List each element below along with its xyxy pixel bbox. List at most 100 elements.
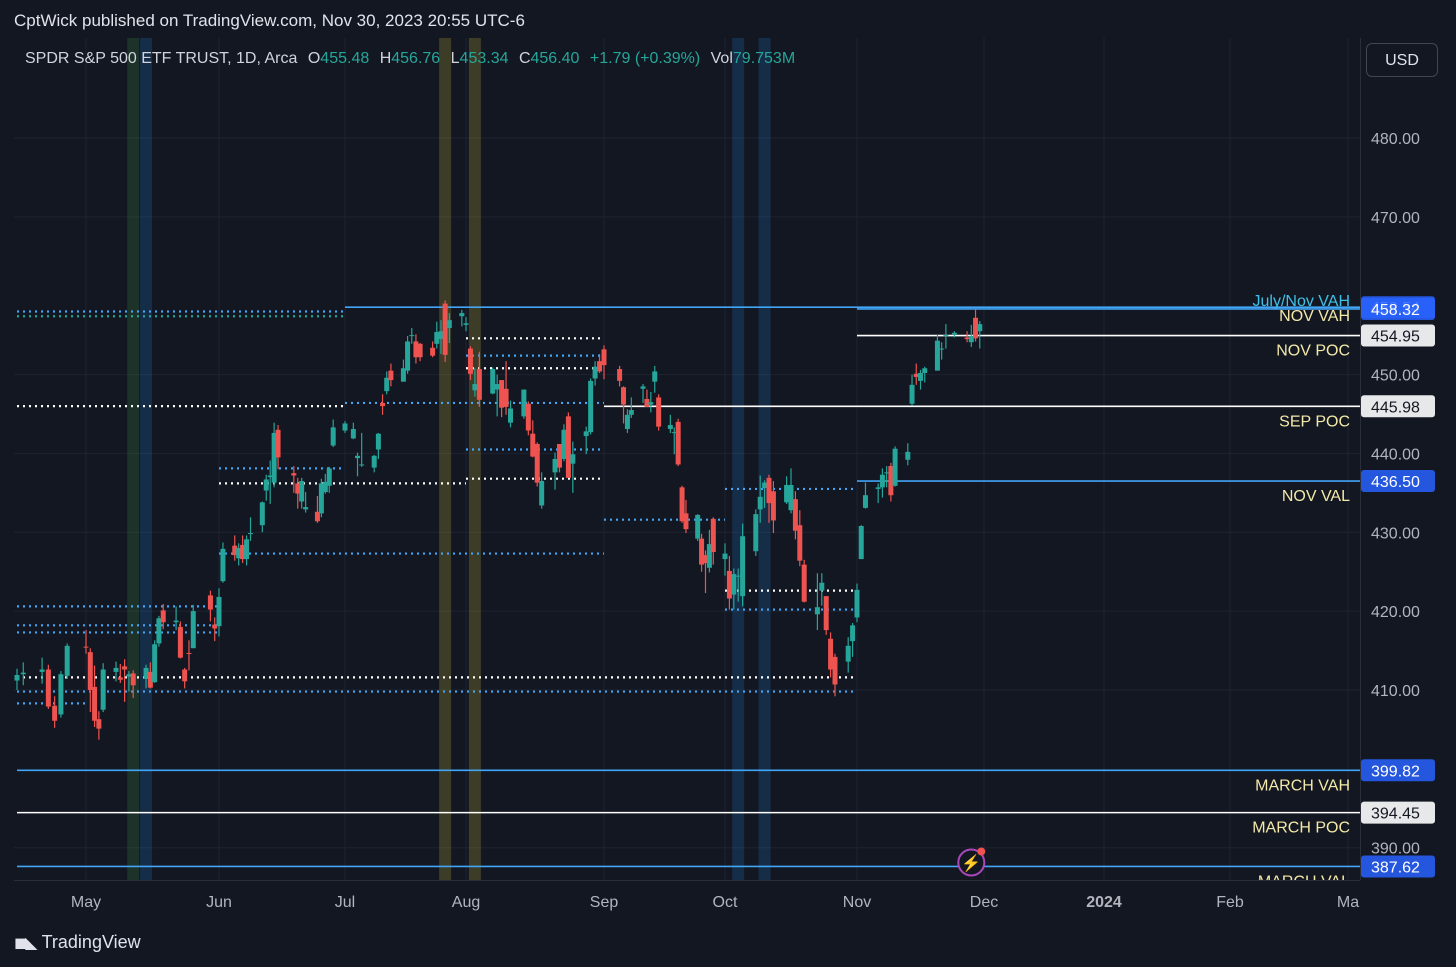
candle-body bbox=[295, 483, 301, 494]
price-tick-label: 480.00 bbox=[1371, 131, 1420, 148]
price-tick-label: 390.00 bbox=[1371, 841, 1420, 858]
candle-body bbox=[490, 369, 496, 394]
candle-body bbox=[521, 389, 527, 417]
candle-body bbox=[126, 674, 132, 677]
candle-body bbox=[212, 624, 218, 629]
candle-body bbox=[814, 607, 820, 615]
candle-body bbox=[232, 545, 238, 556]
time-tick-label: Nov bbox=[843, 894, 871, 911]
candle-body bbox=[879, 474, 885, 488]
price-tag-label: 399.82 bbox=[1371, 763, 1420, 780]
level-label: NOV VAL bbox=[1282, 488, 1350, 505]
candle-body bbox=[92, 686, 98, 721]
price-tag-label: 387.62 bbox=[1371, 859, 1420, 876]
candle-body bbox=[823, 596, 829, 631]
candle-body bbox=[875, 487, 881, 489]
candle-body bbox=[695, 514, 701, 539]
symbol-legend: SPDR S&P 500 ETF TRUST, 1D, Arca O455.48… bbox=[25, 50, 801, 68]
time-axis[interactable]: May Jun Jul Aug Sep Oct Nov Dec 2024 Feb Ma bbox=[14, 880, 1360, 919]
candle-body bbox=[884, 472, 890, 474]
candle-body bbox=[667, 425, 673, 429]
candle-body bbox=[922, 368, 928, 373]
high-value: 456.76 bbox=[391, 50, 441, 67]
candle-body bbox=[303, 507, 309, 510]
price-tick-label: 430.00 bbox=[1371, 525, 1420, 542]
candle-body bbox=[380, 402, 386, 407]
chart-plot-area[interactable]: July/Nov VAH NOV VAH NOV POC SEP POC NOV VAL… bbox=[14, 38, 1360, 880]
price-tag-label: 445.98 bbox=[1371, 399, 1420, 416]
highlight-band bbox=[758, 38, 771, 880]
candle-body bbox=[722, 553, 728, 560]
price-tag-label: 458.32 bbox=[1371, 302, 1420, 319]
tradingview-footer[interactable]: ◼◣ TradingView bbox=[14, 932, 141, 953]
candle-body bbox=[400, 368, 406, 382]
candle-body bbox=[291, 473, 297, 476]
candle-body bbox=[173, 620, 179, 623]
candle-body bbox=[570, 454, 576, 464]
candle-body bbox=[556, 443, 562, 468]
candle-body bbox=[405, 341, 411, 371]
candle-body bbox=[968, 335, 974, 343]
candle-body bbox=[909, 384, 915, 404]
time-tick-label: Dec bbox=[970, 894, 998, 911]
candle-body bbox=[83, 646, 89, 648]
currency-button[interactable]: USD bbox=[1366, 43, 1438, 77]
candle-body bbox=[939, 348, 945, 350]
candle-body bbox=[240, 544, 246, 560]
time-tick-label: Aug bbox=[452, 894, 480, 911]
candle-body bbox=[371, 455, 377, 468]
open-value: 455.48 bbox=[320, 50, 370, 67]
tradingview-logo-icon: ◼◣ bbox=[14, 933, 38, 952]
tradingview-brand: TradingView bbox=[41, 932, 141, 952]
time-tick-label: May bbox=[71, 894, 101, 911]
candle-body bbox=[943, 335, 949, 337]
time-tick-label: Jun bbox=[206, 894, 232, 911]
candle-body bbox=[442, 303, 448, 355]
close-value: 456.40 bbox=[530, 50, 580, 67]
candle-body bbox=[801, 564, 807, 602]
candle-body bbox=[597, 361, 603, 372]
candle-body bbox=[792, 499, 798, 531]
candle-body bbox=[375, 433, 381, 450]
price-tag bbox=[1361, 801, 1435, 824]
candle-body bbox=[503, 388, 509, 407]
candle-body bbox=[39, 669, 45, 672]
lightning-glyph-icon: ⚡ bbox=[961, 853, 981, 872]
candle-body bbox=[384, 377, 390, 392]
price-axis[interactable]: 480.00 470.00 450.00 440.00 430.00 420.00 410.… bbox=[1360, 38, 1456, 880]
candle-body bbox=[951, 332, 957, 335]
candle-body bbox=[977, 324, 983, 332]
candle-body bbox=[100, 669, 106, 710]
candle-body bbox=[14, 675, 20, 681]
candle-body bbox=[624, 414, 630, 429]
candle-body bbox=[186, 652, 192, 654]
time-axis-svg: May Jun Jul Aug Sep Oct Nov Dec 2024 Feb Ma bbox=[71, 894, 1359, 911]
candle-body bbox=[934, 340, 940, 371]
highlight-band bbox=[140, 38, 153, 880]
candle-body bbox=[417, 343, 423, 358]
candle-body bbox=[446, 320, 452, 329]
time-tick-label: Oct bbox=[713, 894, 738, 911]
candle-body bbox=[858, 525, 864, 560]
event-notification-dot bbox=[977, 847, 986, 856]
level-label: NOV VAH bbox=[1279, 308, 1350, 325]
candle-body bbox=[499, 380, 505, 408]
candle-body bbox=[845, 645, 851, 662]
candle-body bbox=[156, 618, 162, 644]
price-tag-label: 454.95 bbox=[1371, 329, 1420, 346]
candle-body bbox=[683, 513, 689, 530]
candle-body bbox=[552, 458, 558, 473]
candle-body bbox=[190, 611, 196, 649]
candle-body bbox=[699, 538, 705, 565]
highlight-band bbox=[732, 38, 745, 880]
candle-body bbox=[617, 369, 623, 381]
volume-value: 79.753M bbox=[732, 50, 796, 67]
candle-body bbox=[216, 596, 222, 627]
candle-body bbox=[430, 347, 436, 356]
candle-body bbox=[263, 479, 269, 491]
candle-body bbox=[122, 666, 128, 670]
candle-body bbox=[735, 575, 741, 577]
candle-body bbox=[832, 656, 838, 685]
price-tick-label: 440.00 bbox=[1371, 446, 1420, 463]
